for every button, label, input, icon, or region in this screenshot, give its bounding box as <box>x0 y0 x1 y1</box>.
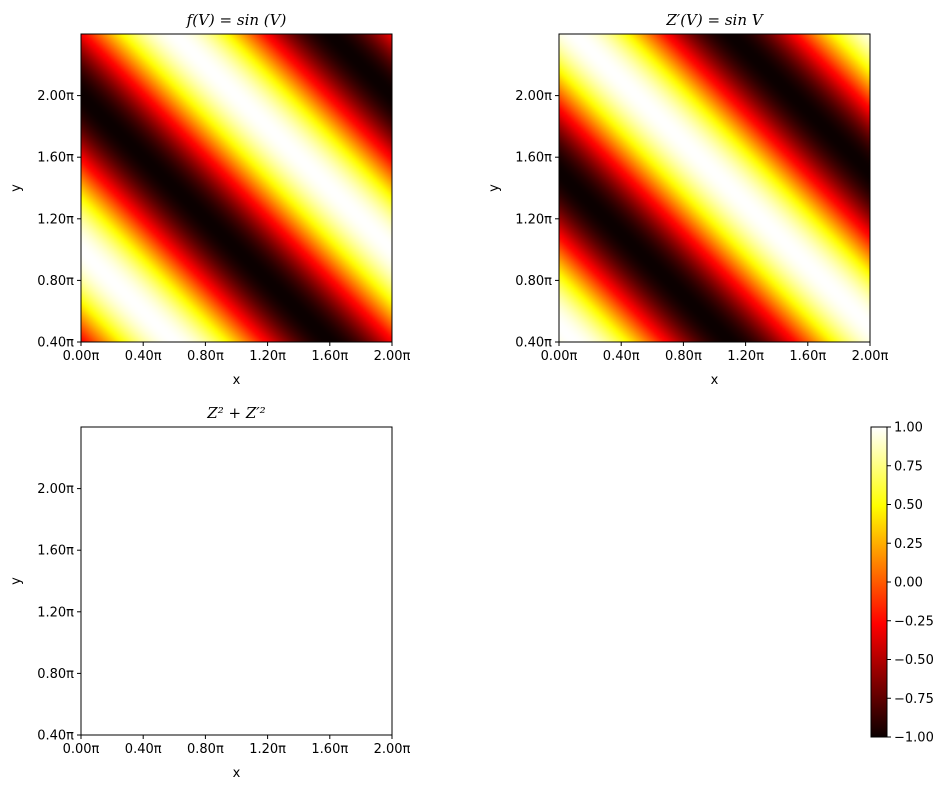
colorbar: 1.00 0.75 0.50 0.25 0.00 −0.25 −0.50 −0.75 −1.00 <box>870 421 934 746</box>
y-tick-label: 0.40π <box>37 336 74 351</box>
colorbar-tick-label: −0.25 <box>894 614 934 629</box>
panel-title: Z² + Z′² <box>206 404 265 422</box>
x-tick-label: 0.00π <box>63 349 100 364</box>
y-tick-label: 1.60π <box>37 151 74 166</box>
x-tick-label: 0.80π <box>187 349 224 364</box>
x-tick-label: 2.00π <box>374 742 411 757</box>
colorbar-gradient <box>870 426 888 738</box>
colorbar-tick-label: −1.00 <box>894 731 934 746</box>
y-tick-label: 2.00π <box>37 89 74 104</box>
panel-title: f(V) = sin (V) <box>186 11 287 29</box>
heatmap-image <box>81 34 392 342</box>
y-tick-label: 0.80π <box>515 274 552 289</box>
x-tick-label: 1.60π <box>311 742 348 757</box>
x-tick-label: 1.20π <box>727 349 764 364</box>
colorbar-tick-label: 0.50 <box>894 498 923 513</box>
axes-frame <box>558 33 871 343</box>
y-axis-label: y <box>487 184 502 192</box>
y-axis-label: y <box>9 184 24 192</box>
colorbar-tick-label: −0.75 <box>894 692 934 707</box>
x-tick-label: 0.80π <box>187 742 224 757</box>
x-axis-label: x <box>233 373 241 388</box>
heatmap-panel-1: 0.00π 0.40π 0.80π 1.20π 1.60π 2.00π0.40π0.80π… <box>9 11 411 388</box>
panel-title: Z′(V) = sin V <box>665 11 764 29</box>
y-tick-label: 0.80π <box>37 274 74 289</box>
x-tick-label: 0.00π <box>541 349 578 364</box>
y-tick-label: 0.80π <box>37 667 74 682</box>
x-tick-label: 1.60π <box>311 349 348 364</box>
x-tick-label: 0.40π <box>125 349 162 364</box>
x-tick-label: 0.00π <box>63 742 100 757</box>
heatmap-panel-2: 0.00π 0.40π 0.80π 1.20π 1.60π 2.00π0.40π0.80π… <box>487 11 889 388</box>
x-tick-label: 0.40π <box>125 742 162 757</box>
axes-frame <box>80 426 393 736</box>
y-tick-label: 1.60π <box>515 151 552 166</box>
y-tick-label: 1.20π <box>37 605 74 620</box>
heatmap-panel-3: 0.00π 0.40π 0.80π 1.20π 1.60π 2.00π0.40π0.80π… <box>9 404 411 781</box>
x-tick-label: 0.40π <box>603 349 640 364</box>
y-tick-label: 2.00π <box>37 482 74 497</box>
y-tick-label: 1.20π <box>37 212 74 227</box>
heatmap-image <box>559 34 870 342</box>
colorbar-tick-label: 0.75 <box>894 459 923 474</box>
y-axis-label: y <box>9 577 24 585</box>
y-tick-label: 1.60π <box>37 544 74 559</box>
x-axis-label: x <box>711 373 719 388</box>
x-tick-label: 1.20π <box>249 742 286 757</box>
y-tick-label: 0.40π <box>37 729 74 744</box>
x-tick-label: 1.20π <box>249 349 286 364</box>
x-tick-label: 2.00π <box>374 349 411 364</box>
colorbar-tick-label: 0.00 <box>894 576 923 591</box>
y-tick-label: 0.40π <box>515 336 552 351</box>
y-tick-label: 1.20π <box>515 212 552 227</box>
colorbar-tick-label: 0.25 <box>894 537 923 552</box>
x-tick-label: 1.60π <box>789 349 826 364</box>
x-tick-label: 0.80π <box>665 349 702 364</box>
colorbar-tick-label: −0.50 <box>894 653 934 668</box>
x-tick-label: 2.00π <box>852 349 889 364</box>
colorbar-tick-label: 1.00 <box>894 421 923 436</box>
y-tick-label: 2.00π <box>515 89 552 104</box>
x-axis-label: x <box>233 766 241 781</box>
axes-frame <box>80 33 393 343</box>
